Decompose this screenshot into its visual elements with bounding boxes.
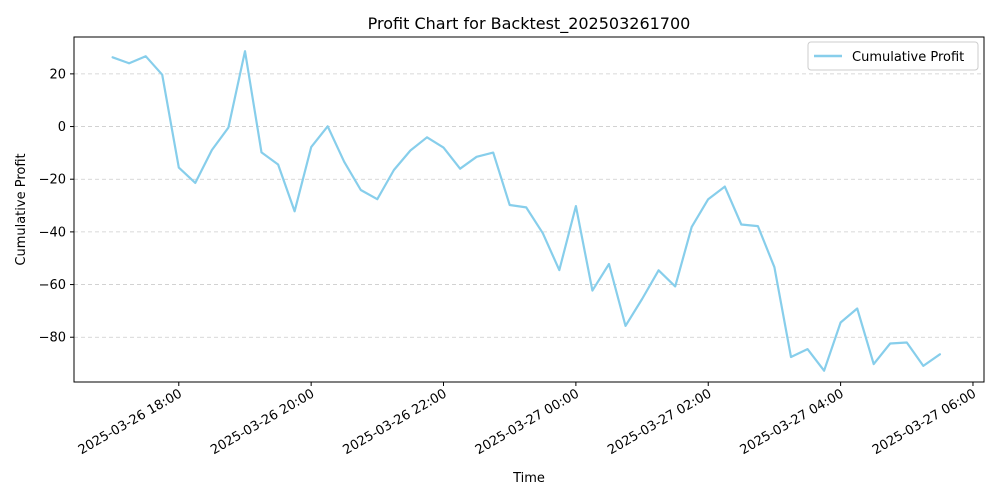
y-tick-label: 0 xyxy=(58,120,66,135)
chart-title: Profit Chart for Backtest_202503261700 xyxy=(368,14,691,34)
series-layer xyxy=(111,50,942,372)
y-tick-label: 20 xyxy=(49,67,66,82)
legend: Cumulative Profit xyxy=(807,41,979,71)
grid-lines xyxy=(74,73,984,338)
y-tick-label: −80 xyxy=(39,331,66,346)
y-axis-label: Cumulative Profit xyxy=(14,153,29,265)
y-tick-label: −20 xyxy=(39,173,66,188)
legend-label-cumulative-profit: Cumulative Profit xyxy=(852,50,964,65)
legend-box xyxy=(807,41,979,71)
y-axis: −80 −60 −40 −20 0 20 xyxy=(39,67,74,346)
x-axis-label: Time xyxy=(512,471,545,486)
plot-area-frame xyxy=(73,36,985,383)
series-line-0 xyxy=(111,50,942,372)
y-tick-label: −60 xyxy=(39,278,66,293)
y-tick-label: −40 xyxy=(39,225,66,240)
